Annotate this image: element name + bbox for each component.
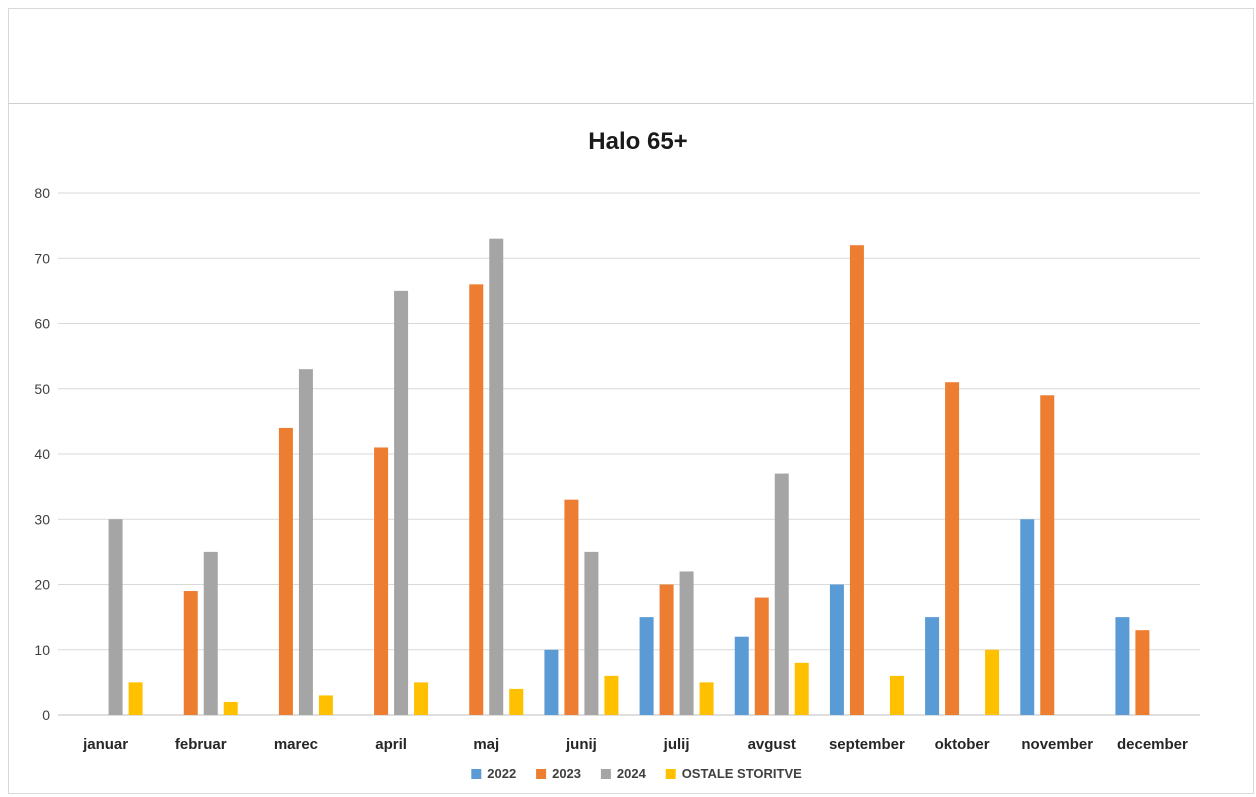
x-category-label: januar — [82, 736, 128, 753]
bar-2023-februar — [183, 591, 198, 715]
y-tick-label: 60 — [34, 316, 50, 332]
bar-2023-avgust — [754, 597, 769, 715]
y-tick-label: 50 — [34, 381, 50, 397]
bar-ostale-storitve-junij — [604, 675, 619, 715]
bar-2024-avgust — [774, 473, 789, 715]
y-tick-label: 10 — [34, 642, 50, 658]
bars — [108, 238, 1150, 716]
bar-2023-april — [374, 447, 389, 715]
bar-ostale-storitve-maj — [509, 688, 524, 715]
x-category-label: maj — [473, 736, 499, 753]
x-category-label: september — [829, 736, 905, 753]
bar-2022-oktober — [925, 617, 940, 715]
bar-2023-julij — [659, 584, 674, 715]
bar-2022-julij — [639, 617, 654, 715]
bar-2024-januar — [108, 519, 123, 715]
bar-2022-november — [1020, 519, 1035, 715]
bar-ostale-storitve-julij — [699, 682, 714, 715]
bar-ostale-storitve-oktober — [985, 649, 1000, 715]
bar-2022-september — [829, 584, 844, 715]
bar-ostale-storitve-april — [414, 682, 429, 715]
y-tick-label: 20 — [34, 577, 50, 593]
header-band — [8, 8, 1254, 104]
x-category-label: april — [375, 736, 407, 753]
y-tick-label: 80 — [34, 185, 50, 201]
bar-ostale-storitve-avgust — [794, 662, 809, 715]
bar-ostale-storitve-marec — [318, 695, 333, 715]
x-category-label: december — [1117, 736, 1188, 753]
bar-2023-november — [1040, 395, 1055, 715]
legend-swatch — [665, 769, 676, 779]
bar-ostale-storitve-september — [889, 675, 904, 715]
gridlines — [58, 192, 1200, 716]
chart-title: Halo 65+ — [588, 128, 687, 155]
x-category-label: november — [1021, 736, 1093, 753]
y-tick-label: 30 — [34, 511, 50, 527]
y-axis-ticks: 0 10 20 30 40 50 60 70 80 — [34, 185, 50, 723]
bar-2024-marec — [298, 369, 313, 715]
x-category-label: februar — [175, 736, 227, 753]
y-tick-label: 40 — [34, 446, 50, 462]
x-category-label: avgust — [748, 736, 796, 753]
y-tick-label: 70 — [34, 250, 50, 266]
x-axis-labels: januar februar marec april maj junij julij avgu… — [82, 736, 1188, 753]
legend: 2022 2023 2024 OSTALE STORITVE — [471, 766, 802, 781]
bar-2024-junij — [584, 551, 599, 715]
bar-2024-julij — [679, 571, 694, 715]
bar-2022-avgust — [734, 636, 749, 715]
bar-2024-maj — [489, 238, 504, 716]
legend-label: 2022 — [487, 766, 516, 781]
legend-label: 2024 — [617, 766, 647, 781]
bar-2023-maj — [469, 284, 484, 715]
bar-2023-marec — [278, 427, 293, 715]
bar-2022-junij — [544, 649, 559, 715]
x-category-label: julij — [663, 736, 690, 753]
bar-2023-september — [849, 245, 864, 715]
bar-2023-junij — [564, 499, 579, 715]
x-category-label: oktober — [935, 736, 990, 753]
legend-swatch — [536, 769, 547, 779]
legend-label: 2023 — [552, 766, 581, 781]
bar-2022-december — [1115, 617, 1130, 715]
legend-label: OSTALE STORITVE — [682, 766, 802, 781]
x-category-label: junij — [565, 736, 597, 753]
legend-swatch — [471, 769, 482, 779]
bar-2023-oktober — [945, 382, 960, 715]
x-category-label: marec — [274, 736, 318, 753]
bar-ostale-storitve-februar — [223, 701, 238, 715]
bar-ostale-storitve-januar — [128, 682, 143, 715]
bar-2023-december — [1135, 630, 1150, 715]
bar-2024-april — [394, 290, 409, 715]
y-tick-label: 0 — [42, 707, 50, 723]
legend-swatch — [600, 769, 611, 779]
bar-2024-februar — [203, 551, 218, 715]
